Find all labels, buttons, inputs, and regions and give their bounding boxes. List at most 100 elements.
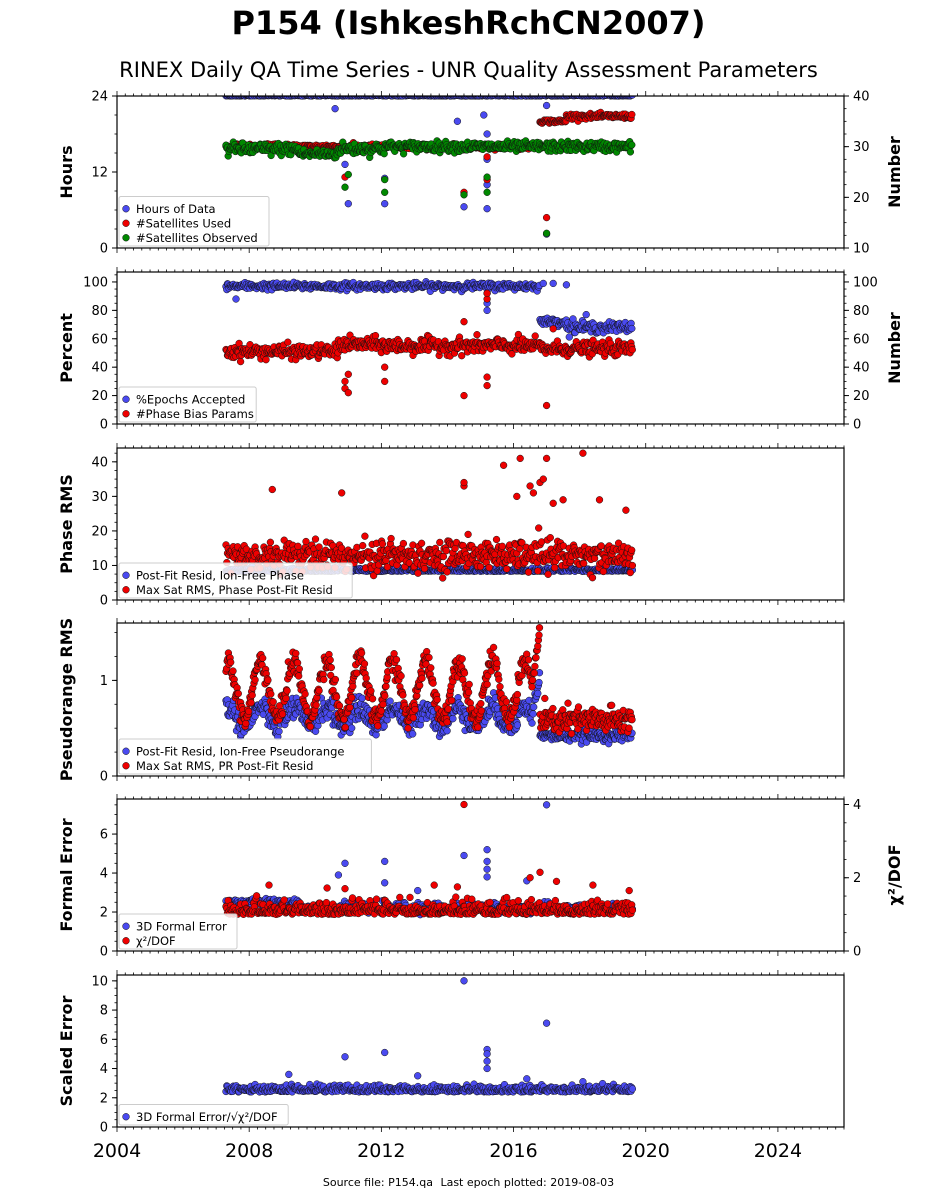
- y-tick-label: 60: [91, 332, 108, 347]
- data-point: [534, 689, 542, 698]
- data-point: [341, 183, 349, 191]
- legend-marker: [122, 234, 130, 242]
- series-2-1: [222, 278, 636, 341]
- data-point: [267, 690, 275, 698]
- legend-marker: [122, 586, 130, 594]
- data-point: [380, 722, 388, 730]
- data-point: [295, 672, 303, 680]
- data-point: [381, 188, 389, 196]
- data-point: [458, 352, 466, 360]
- data-point: [508, 350, 516, 358]
- y-tick-label: 0: [100, 594, 108, 609]
- data-point: [344, 389, 352, 397]
- y-right-tick-label: 40: [853, 361, 870, 376]
- data-point: [542, 213, 551, 222]
- data-point: [315, 543, 323, 551]
- data-point: [348, 724, 356, 732]
- data-point: [485, 563, 493, 572]
- data-point: [387, 534, 395, 543]
- data-point: [294, 542, 302, 550]
- y-right-tick-label: 0: [853, 418, 861, 433]
- y-axis-label: Percent: [57, 313, 76, 383]
- data-point: [499, 461, 508, 469]
- data-point: [331, 675, 340, 684]
- data-point: [327, 663, 335, 672]
- series-3-2: [222, 449, 637, 582]
- data-point: [544, 570, 552, 578]
- data-point: [360, 660, 369, 668]
- data-point: [549, 279, 557, 288]
- data-point: [359, 541, 367, 550]
- series-1-3: [222, 137, 636, 237]
- data-point: [513, 721, 522, 729]
- data-point: [582, 310, 590, 319]
- data-point: [539, 475, 547, 483]
- data-point: [460, 191, 468, 199]
- data-point: [361, 532, 369, 540]
- y-tick-label: 10: [91, 559, 108, 574]
- data-point: [262, 356, 270, 364]
- data-point: [622, 506, 630, 514]
- series-1-1: [222, 96, 636, 238]
- legend-label: #Satellites Observed: [136, 231, 258, 245]
- data-point: [526, 482, 534, 490]
- legend-label: Max Sat RMS, Phase Post-Fit Resid: [136, 583, 333, 597]
- data-point: [234, 689, 242, 698]
- data-point: [628, 324, 636, 333]
- data-point: [371, 331, 380, 340]
- data-point: [513, 492, 521, 501]
- data-point: [338, 489, 346, 497]
- data-point: [628, 96, 636, 99]
- data-point: [251, 676, 259, 684]
- series-1-2: [222, 108, 636, 222]
- data-point: [373, 567, 381, 575]
- data-point: [229, 667, 237, 675]
- data-point: [380, 150, 388, 158]
- data-point: [344, 370, 352, 378]
- data-point: [534, 567, 542, 575]
- y-tick-label: 80: [91, 304, 108, 319]
- data-point: [595, 496, 604, 504]
- chart-subtitle: RINEX Daily QA Time Series - UNR Quality…: [119, 58, 818, 82]
- data-point: [460, 391, 468, 400]
- data-point: [344, 200, 352, 208]
- legend-marker: [122, 395, 130, 403]
- data-point: [483, 381, 491, 390]
- data-point: [442, 547, 450, 555]
- data-point: [542, 101, 551, 110]
- data-point: [443, 568, 451, 576]
- data-point: [460, 203, 468, 211]
- y-tick-label: 20: [91, 524, 108, 539]
- data-point: [579, 449, 587, 457]
- data-point: [399, 539, 408, 548]
- y-axis-label: Hours: [57, 145, 76, 198]
- y-right-tick-label: 20: [853, 191, 870, 206]
- y-tick-label: 24: [91, 90, 108, 105]
- data-point: [362, 674, 370, 682]
- data-point: [245, 707, 253, 716]
- data-point: [295, 665, 303, 673]
- data-point: [284, 338, 292, 346]
- data-point: [476, 562, 485, 571]
- data-point: [282, 694, 290, 703]
- data-point: [539, 279, 547, 288]
- data-point: [542, 401, 551, 410]
- y-tick-label: 100: [83, 275, 108, 290]
- y-right-tick-label: 80: [853, 304, 870, 319]
- data-point: [483, 153, 491, 161]
- data-point: [549, 325, 557, 333]
- data-point: [464, 530, 472, 539]
- legend-label: #Phase Bias Params: [136, 407, 254, 421]
- data-point: [335, 702, 344, 710]
- data-point: [292, 649, 300, 658]
- data-point: [306, 722, 315, 731]
- data-point: [628, 110, 636, 119]
- y-right-tick-label: 100: [853, 275, 878, 290]
- legend-label: #Satellites Used: [136, 216, 231, 230]
- y-tick-label: 30: [91, 490, 108, 505]
- data-point: [551, 563, 559, 572]
- data-point: [549, 499, 557, 507]
- data-point: [341, 723, 349, 731]
- data-point: [332, 693, 341, 701]
